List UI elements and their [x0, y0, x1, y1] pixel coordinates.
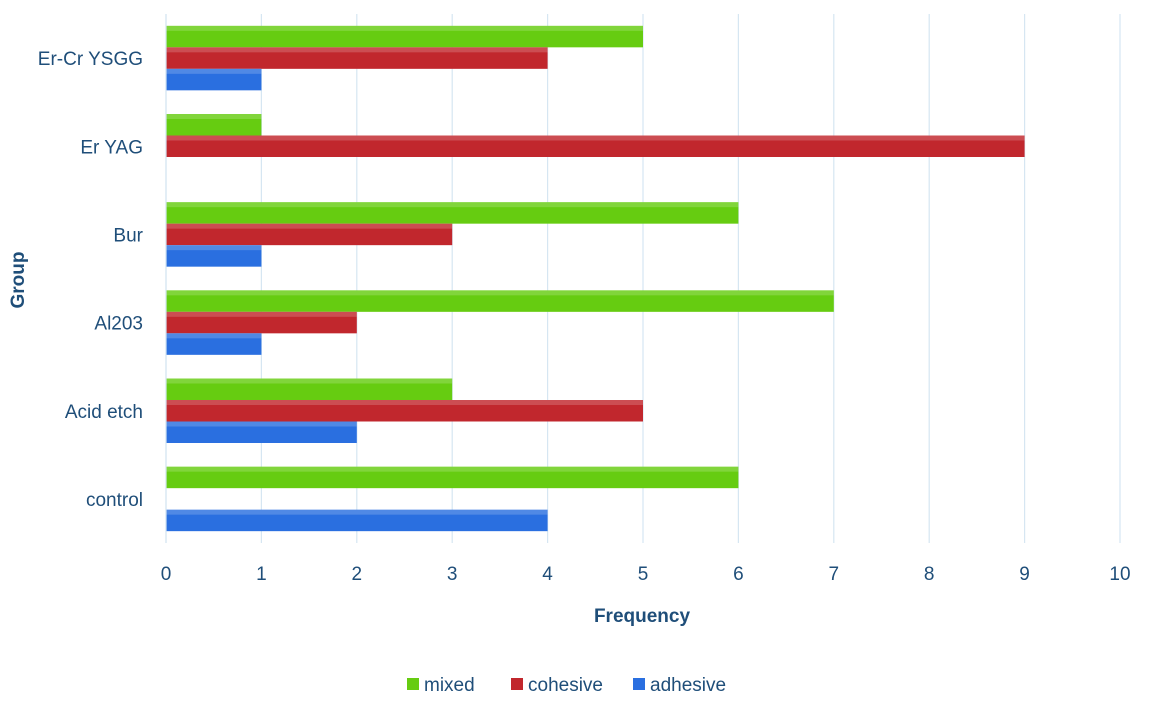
x-tick-label: 5 [638, 564, 649, 585]
y-tick-label: Er YAG [80, 137, 143, 158]
x-axis-title: Frequency [594, 606, 691, 627]
y-tick-label: Al203 [94, 314, 143, 335]
y-tick-label: control [86, 490, 143, 511]
x-tick-label: 9 [1019, 564, 1030, 585]
bar-mixed [166, 466, 739, 489]
bar-cohesive [166, 135, 1025, 157]
bar-cohesive [166, 223, 453, 246]
bar-cohesive [166, 47, 548, 69]
bar-highlight [166, 114, 262, 119]
x-tick-label: 2 [352, 564, 363, 585]
bar-mixed [166, 378, 453, 400]
bar-mixed [166, 25, 643, 48]
legend: mixed cohesive adhesive [407, 675, 726, 696]
bar-cohesive [166, 311, 357, 334]
bar-highlight [166, 400, 643, 405]
bar-highlight [166, 25, 643, 31]
bar-highlight [166, 378, 453, 384]
bars [166, 25, 1025, 532]
legend-label: adhesive [650, 675, 726, 696]
legend-swatch-cohesive [511, 678, 523, 690]
bar-adhesive [166, 421, 357, 443]
bar-highlight [166, 509, 548, 515]
bar-cohesive [166, 400, 643, 422]
bar-highlight [166, 135, 1025, 141]
x-tick-label: 7 [829, 564, 840, 585]
bar-adhesive [166, 509, 548, 532]
bar-mixed [166, 290, 834, 312]
x-tick-labels: 0 1 2 3 4 5 6 7 8 9 10 [161, 564, 1131, 585]
y-tick-label: Er-Cr YSGG [38, 49, 143, 70]
bar-adhesive [166, 245, 262, 267]
legend-swatch-mixed [407, 678, 419, 690]
legend-swatch-adhesive [633, 678, 645, 690]
bar-highlight [166, 245, 262, 251]
x-tick-label: 6 [733, 564, 744, 585]
x-tick-label: 10 [1109, 564, 1130, 585]
bar-highlight [166, 466, 739, 472]
x-tick-label: 3 [447, 564, 458, 585]
bar-highlight [166, 47, 548, 53]
bar-adhesive [166, 68, 262, 91]
bar-highlight [166, 202, 739, 208]
y-tick-label: Bur [113, 225, 143, 246]
legend-label: cohesive [528, 675, 603, 696]
legend-label: mixed [424, 675, 475, 696]
y-axis-title: Group [8, 252, 29, 309]
bar-mixed [166, 202, 739, 224]
x-tick-label: 1 [256, 564, 267, 585]
bar-mixed [166, 114, 262, 136]
bar-highlight [166, 311, 357, 317]
bar-highlight [166, 290, 834, 296]
x-tick-label: 0 [161, 564, 172, 585]
y-tick-label: Acid etch [65, 402, 143, 423]
bar-highlight [166, 421, 357, 427]
x-tick-label: 4 [542, 564, 553, 585]
bar-highlight [166, 223, 453, 229]
x-tick-label: 8 [924, 564, 935, 585]
gridlines [165, 14, 1121, 543]
y-tick-labels: control Acid etch Al203 Bur Er YAG Er-Cr YSGG [38, 49, 144, 511]
bar-adhesive [166, 333, 262, 355]
bar-highlight [166, 333, 262, 339]
bar-highlight [166, 68, 262, 74]
